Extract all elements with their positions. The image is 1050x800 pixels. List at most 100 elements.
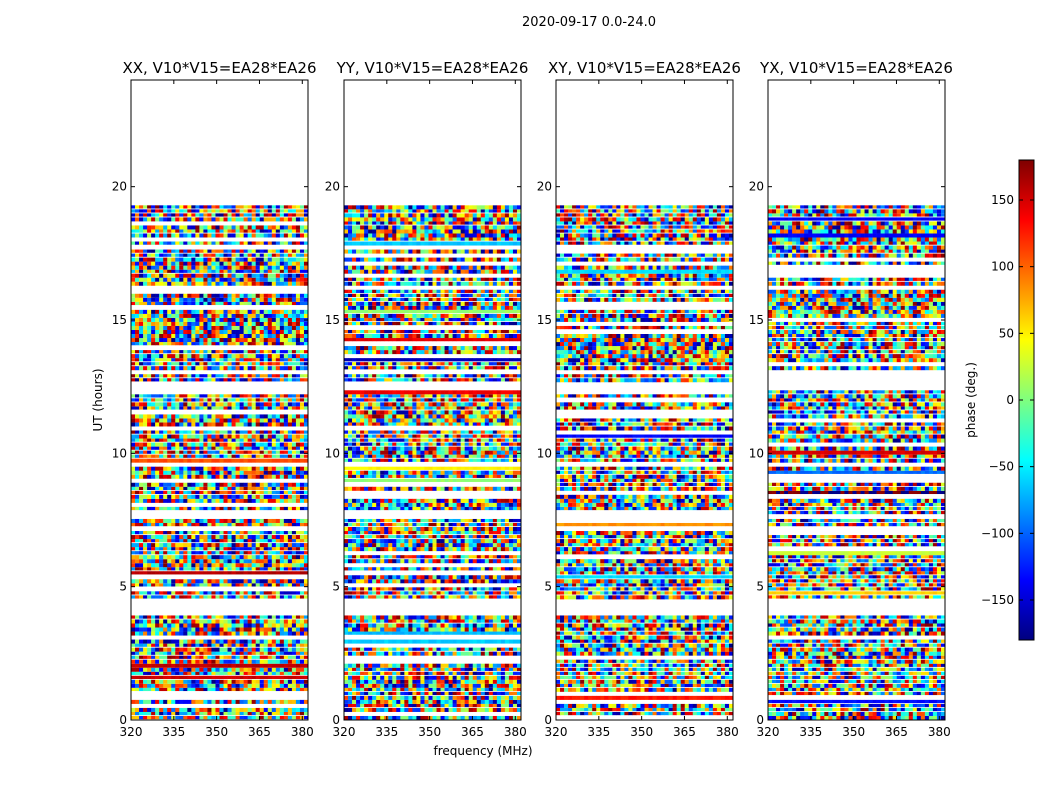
phase-cell xyxy=(360,679,365,684)
phase-cell xyxy=(263,265,269,270)
phase-cell xyxy=(163,543,168,548)
phase-cell xyxy=(243,486,248,491)
phase-cell xyxy=(255,683,261,688)
phase-cell xyxy=(131,229,136,233)
phase-cell xyxy=(171,414,176,419)
phase-cell xyxy=(291,269,297,273)
phase-cell xyxy=(147,639,152,644)
phase-cell xyxy=(139,506,144,511)
phase-cell xyxy=(199,402,204,407)
phase-cell xyxy=(279,334,285,339)
phase-cell xyxy=(251,555,256,560)
phase-cell xyxy=(195,321,200,326)
phase-cell xyxy=(155,301,160,306)
phase-cell xyxy=(295,442,301,447)
phase-cell xyxy=(287,358,293,362)
phase-cell xyxy=(175,639,180,644)
phase-cell xyxy=(175,293,180,298)
phase-cell xyxy=(223,659,228,664)
phase-cell xyxy=(195,655,200,659)
phase-cell xyxy=(251,707,256,712)
phase-cell xyxy=(215,639,220,644)
phase-cell xyxy=(424,715,429,720)
phase-cell xyxy=(231,531,236,535)
phase-cell xyxy=(139,671,144,675)
phase-cell xyxy=(219,470,224,475)
phase-cell xyxy=(468,667,474,671)
phase-cell xyxy=(195,531,200,535)
phase-cell xyxy=(263,293,269,298)
phase-cell xyxy=(283,269,289,273)
phase-cell xyxy=(275,711,281,716)
phase-cell xyxy=(151,398,156,402)
phase-cell xyxy=(279,458,285,463)
phase-cell xyxy=(155,378,160,382)
phase-cell xyxy=(283,225,289,230)
phase-cell xyxy=(151,707,156,712)
phase-cell xyxy=(223,261,228,266)
phase-cell xyxy=(147,494,152,499)
phase-cell xyxy=(163,667,168,672)
phase-cell xyxy=(271,567,277,571)
phase-cell xyxy=(251,205,256,209)
phase-cell xyxy=(303,293,309,298)
phase-cell xyxy=(271,317,277,322)
phase-cell xyxy=(303,655,309,659)
phase-cell xyxy=(412,691,417,696)
phase-cell xyxy=(239,470,244,475)
phase-cell xyxy=(143,623,148,628)
phase-cell xyxy=(151,470,156,475)
phase-cell xyxy=(187,297,192,302)
phase-cell xyxy=(219,539,224,543)
phase-cell xyxy=(223,273,228,278)
phase-cell xyxy=(344,695,349,700)
phase-cell xyxy=(171,402,176,407)
phase-cell xyxy=(275,225,281,230)
phase-cell xyxy=(412,671,417,675)
phase-cell xyxy=(247,233,252,238)
phase-cell xyxy=(291,277,297,282)
phase-cell xyxy=(303,422,309,427)
phase-cell xyxy=(163,350,168,354)
phase-cell xyxy=(195,535,200,540)
phase-cell xyxy=(227,547,232,551)
phase-cell xyxy=(143,438,148,442)
phase-cell xyxy=(267,643,273,647)
phase-cell xyxy=(255,277,261,282)
phase-cell xyxy=(287,498,293,503)
phase-cell xyxy=(163,563,168,568)
phase-cell xyxy=(219,446,224,450)
phase-cell xyxy=(271,362,277,366)
phase-cell xyxy=(219,711,224,716)
phase-cell xyxy=(492,675,498,680)
phase-cell xyxy=(187,675,192,679)
phase-cell xyxy=(207,494,212,499)
phase-cell xyxy=(183,687,188,692)
phase-cell xyxy=(287,531,293,535)
phase-cell xyxy=(291,209,297,213)
phase-cell xyxy=(163,707,168,712)
phase-cell xyxy=(147,555,152,560)
phase-cell xyxy=(388,679,393,684)
phase-cell xyxy=(207,466,212,471)
phase-cell xyxy=(279,394,285,398)
phase-cell xyxy=(135,474,140,479)
phase-cell xyxy=(259,671,265,675)
phase-cell xyxy=(344,671,349,675)
phase-cell xyxy=(263,430,269,434)
phase-cell xyxy=(243,551,248,555)
phase-cell xyxy=(171,366,176,371)
phase-cell xyxy=(364,691,369,696)
phase-cell xyxy=(275,583,281,587)
phase-cell xyxy=(167,559,172,564)
phase-cell xyxy=(251,325,256,330)
phase-cell xyxy=(267,422,273,427)
phase-cell xyxy=(183,711,188,716)
phase-cell xyxy=(219,297,224,302)
phase-cell xyxy=(131,293,136,298)
phase-cell xyxy=(444,695,449,700)
phase-cell xyxy=(223,402,228,407)
phase-cell xyxy=(199,563,204,568)
phase-cell xyxy=(291,229,297,233)
phase-cell xyxy=(396,663,401,668)
